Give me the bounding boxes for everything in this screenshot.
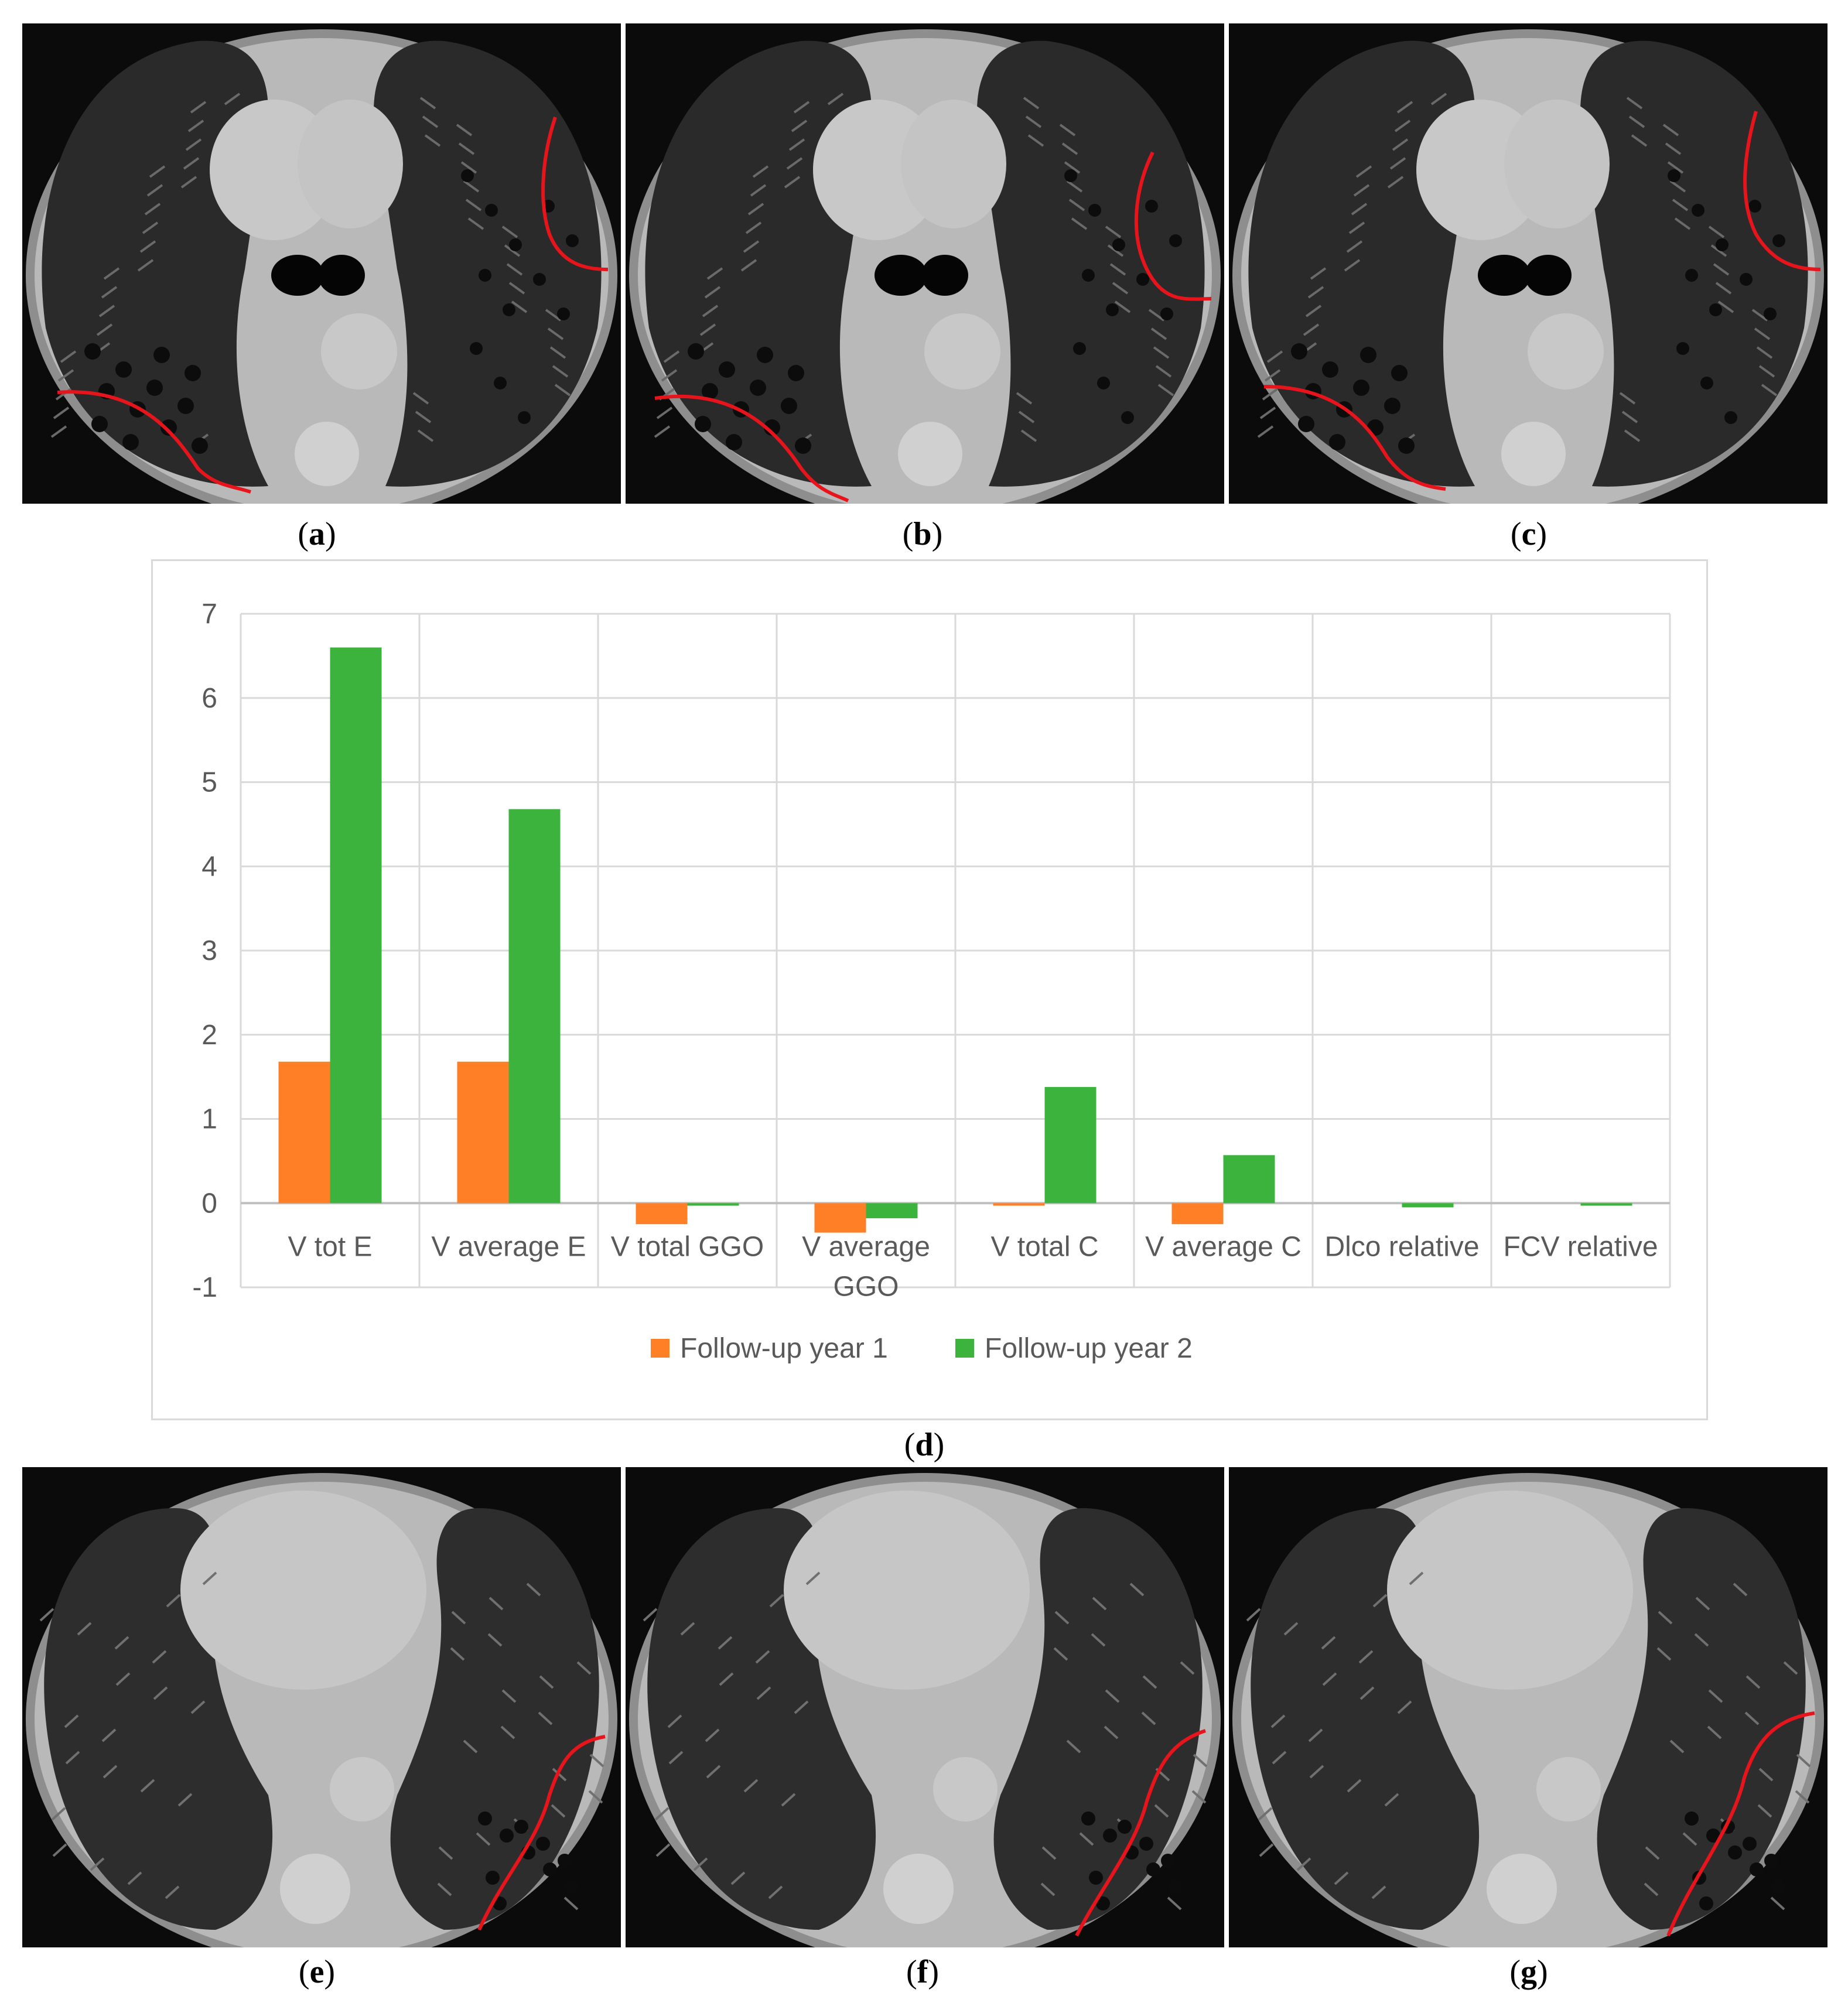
x-category-label: V average E — [431, 1231, 586, 1262]
panel-label-d: (d) — [904, 1427, 945, 1463]
panel-label-g: (g) — [1509, 1954, 1548, 1990]
bar-chart: 7 6 5 4 3 2 1 0 -1 V tot E V average E V total GGO V… — [192, 599, 1671, 1364]
x-category-label: FCV relative — [1503, 1231, 1658, 1262]
x-category-label: V total GGO — [611, 1231, 764, 1262]
bar-series-1-0 — [278, 1061, 330, 1204]
x-category-label: V average — [802, 1231, 930, 1262]
ct-image-c — [1232, 29, 1824, 504]
y-tick-label: 5 — [201, 767, 217, 798]
ct-scan-a — [22, 23, 621, 504]
ct-image-f — [629, 1473, 1221, 1947]
bar-series-2-4 — [1044, 1086, 1096, 1204]
panel-label-e: (e) — [298, 1954, 336, 1990]
y-tick-label: -1 — [192, 1272, 217, 1303]
panel-letter-a: a — [309, 516, 325, 552]
bar-series-2-5 — [1223, 1155, 1275, 1204]
ct-image-g — [1232, 1473, 1824, 1947]
bar-series-1-4 — [993, 1203, 1045, 1206]
panel-label-c: (c) — [1510, 516, 1548, 552]
panel-label-b: (b) — [902, 516, 943, 552]
y-tick-label: 0 — [201, 1188, 217, 1219]
ct-image-a — [26, 29, 617, 504]
bar-series-2-2 — [687, 1203, 739, 1206]
panel-letter-g: g — [1521, 1954, 1537, 1990]
bar-series-2-6 — [1402, 1203, 1454, 1208]
bar-series-2-1 — [508, 809, 561, 1204]
bar-series-2-3 — [866, 1203, 918, 1219]
ct-scan-f — [626, 1467, 1224, 1947]
y-tick-label: 6 — [201, 683, 217, 714]
bar-series-1-5 — [1171, 1203, 1224, 1225]
ct-scan-c — [1229, 23, 1827, 504]
y-tick-label: 2 — [201, 1020, 217, 1051]
bar-series-1-3 — [814, 1203, 866, 1233]
legend-swatch-2 — [955, 1339, 974, 1358]
panel-letter-b: b — [913, 516, 932, 552]
panel-label-a: (a) — [298, 516, 336, 552]
x-category-label: GGO — [833, 1271, 899, 1302]
ct-image-b — [629, 29, 1221, 504]
x-category-label: V total C — [990, 1231, 1098, 1262]
panel-letter-c: c — [1521, 516, 1536, 552]
legend-label-2: Follow-up year 2 — [985, 1333, 1193, 1364]
legend-label-1: Follow-up year 1 — [680, 1333, 888, 1364]
bar-series-1-2 — [636, 1203, 688, 1225]
bar-chart-panel: 7 6 5 4 3 2 1 0 -1 V tot E V average E V total GGO V… — [151, 559, 1708, 1420]
legend-swatch-1 — [651, 1339, 669, 1358]
y-tick-label: 3 — [201, 935, 217, 966]
bar-series-2-0 — [330, 647, 382, 1204]
ct-scan-b — [626, 23, 1224, 504]
panel-letter-f: f — [917, 1954, 928, 1990]
ct-scan-e — [22, 1467, 621, 1947]
x-category-label: V average C — [1145, 1231, 1302, 1262]
panel-letter-d: d — [915, 1427, 934, 1463]
y-tick-label: 7 — [201, 599, 217, 630]
bar-series-2-7 — [1580, 1203, 1632, 1206]
y-tick-label: 4 — [201, 851, 217, 882]
bar-series-1-1 — [457, 1061, 509, 1204]
ct-image-e — [26, 1473, 617, 1947]
ct-scan-g — [1229, 1467, 1827, 1947]
y-tick-label: 1 — [201, 1104, 217, 1135]
x-category-label: Dlco relative — [1324, 1231, 1479, 1262]
panel-letter-e: e — [309, 1954, 324, 1990]
x-category-label: V tot E — [288, 1231, 372, 1262]
panel-label-f: (f) — [906, 1954, 939, 1990]
